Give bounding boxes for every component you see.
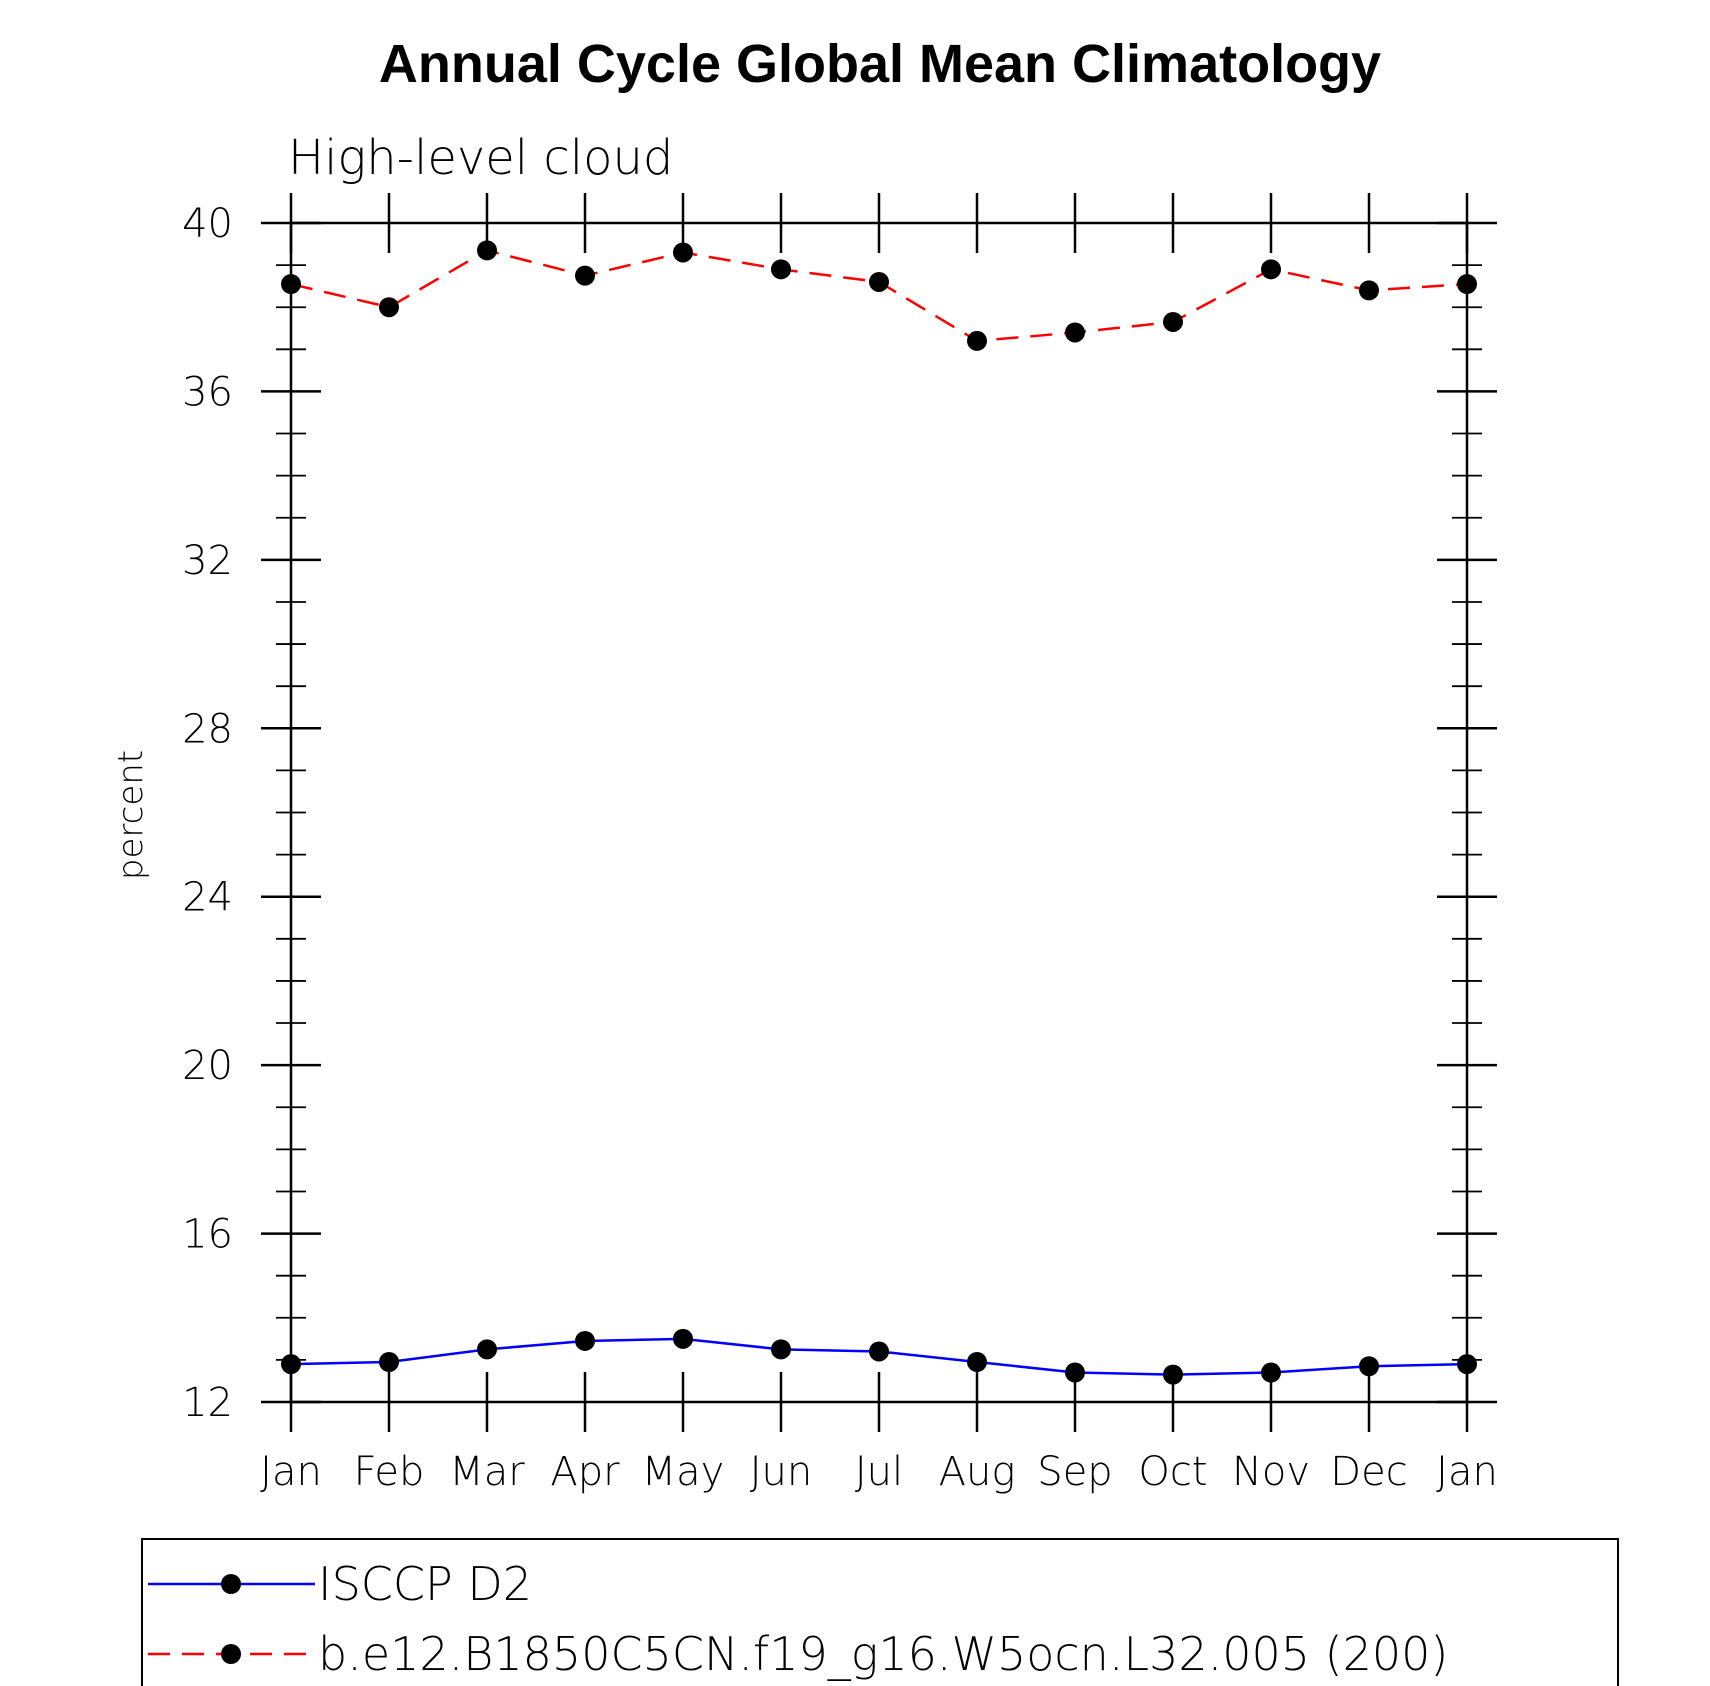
x-tick-label: Mar (449, 1449, 525, 1495)
chart-title: Annual Cycle Global Mean Climatology (379, 34, 1381, 94)
x-tick-label: Dec (1330, 1449, 1407, 1495)
y-tick-label: 20 (182, 1043, 233, 1089)
y-tick-label: 32 (182, 538, 233, 584)
legend-label-isccp: ISCCP D2 (318, 1557, 532, 1611)
data-point (1261, 259, 1281, 280)
y-tick-label: 40 (182, 201, 233, 247)
legend-marker-model (221, 1644, 241, 1664)
legend: ISCCP D2 b.e12.B1850C5CN.f19_g16.W5ocn.L… (141, 1538, 1619, 1686)
y-tick-label: 16 (182, 1212, 233, 1258)
data-point (869, 1341, 889, 1362)
x-tick-label: Feb (354, 1449, 425, 1495)
data-point (771, 259, 791, 280)
y-axis-label: percent (111, 750, 151, 880)
data-point (281, 1354, 301, 1375)
data-point (967, 1351, 987, 1372)
legend-label-model: b.e12.B1850C5CN.f19_g16.W5ocn.L32.005 (2… (318, 1627, 1448, 1681)
x-tick-labels: Jan Feb Mar Apr May Jun Jul Aug Sep Oct Nov Dec Jan (260, 1449, 1498, 1495)
chart-subtitle: High-level cloud (288, 130, 673, 186)
x-tick-label: Aug (939, 1449, 1016, 1495)
data-point (477, 240, 497, 261)
series-line (290, 249, 1468, 343)
y-tick-label: 28 (182, 706, 233, 752)
data-point (477, 1339, 497, 1360)
data-point (575, 265, 595, 286)
data-point (379, 297, 399, 318)
x-tick-label: Jan (1436, 1449, 1498, 1495)
data-point (1457, 1354, 1477, 1375)
y-tick-label: 36 (182, 369, 233, 415)
data-series (281, 240, 1477, 1385)
series-1 (281, 240, 1477, 351)
x-tick-label: Jan (260, 1449, 322, 1495)
y-tick-label: 12 (182, 1380, 233, 1426)
data-point (379, 1351, 399, 1372)
data-point (1065, 322, 1085, 343)
x-tick-label: Nov (1232, 1449, 1310, 1495)
x-tick-label: Jul (855, 1449, 903, 1495)
y-tick-label: 24 (182, 875, 233, 921)
y-tick-labels: 12 16 20 24 28 32 36 40 (182, 201, 233, 1426)
x-tick-label: Jun (750, 1449, 813, 1495)
legend-marker-isccp (221, 1574, 241, 1594)
data-point (771, 1339, 791, 1360)
data-point (281, 274, 301, 295)
x-tick-label: Oct (1138, 1449, 1207, 1495)
data-point (967, 330, 987, 351)
data-point (575, 1330, 595, 1351)
axis-ticks (261, 193, 1497, 1432)
data-point (869, 271, 889, 292)
data-point (1457, 274, 1477, 295)
series-0 (281, 1328, 1477, 1385)
data-point (1163, 1364, 1183, 1385)
x-tick-label: Sep (1037, 1449, 1112, 1495)
data-point (673, 242, 693, 263)
x-tick-label: May (642, 1449, 725, 1495)
data-point (1163, 311, 1183, 332)
data-point (1359, 280, 1379, 301)
data-point (1065, 1362, 1085, 1383)
legend-box (141, 1538, 1619, 1686)
x-tick-label: Apr (550, 1449, 620, 1495)
data-point (1261, 1362, 1281, 1383)
data-point (1359, 1356, 1379, 1377)
plot-frame (289, 221, 1469, 1404)
data-point (673, 1328, 693, 1349)
